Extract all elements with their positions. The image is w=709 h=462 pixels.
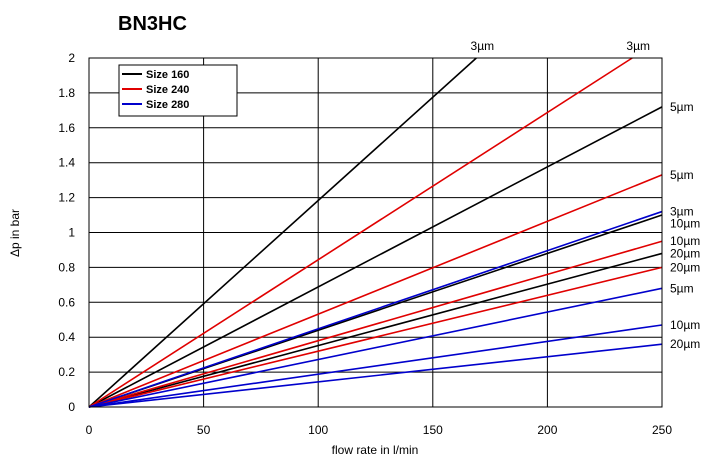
series-line bbox=[88, 174, 663, 408]
series-line bbox=[88, 106, 663, 408]
series-line bbox=[88, 343, 663, 408]
y-tick-label: 0.8 bbox=[58, 260, 75, 274]
y-axis-label: Δp in bar bbox=[8, 209, 22, 257]
x-axis-label: flow rate in l/min bbox=[332, 443, 419, 457]
series-end-label: 5µm bbox=[670, 168, 694, 182]
series-line bbox=[88, 57, 633, 408]
series-line bbox=[88, 57, 477, 408]
chart-title: BN3HC bbox=[118, 13, 187, 35]
series-end-label: 10µm bbox=[670, 217, 700, 231]
series-end-label: 3µm bbox=[471, 39, 495, 53]
x-tick-label: 0 bbox=[86, 423, 93, 437]
y-tick-label: 1.6 bbox=[58, 121, 75, 135]
legend-label: Size 240 bbox=[146, 84, 189, 96]
series-line bbox=[88, 252, 663, 408]
series-line bbox=[88, 324, 663, 408]
series-end-label: 5µm bbox=[670, 281, 694, 295]
y-tick-label: 0.4 bbox=[58, 330, 75, 344]
x-tick-label: 150 bbox=[423, 423, 443, 437]
legend-label: Size 160 bbox=[146, 69, 189, 81]
series-end-label: 10µm bbox=[670, 318, 700, 332]
series-line bbox=[88, 287, 663, 408]
x-tick-label: 200 bbox=[537, 423, 557, 437]
series-end-label: 20µm bbox=[670, 337, 700, 351]
plot-series bbox=[88, 57, 663, 408]
series-end-labels: 3µm 3µm5µm5µm3µm10µm10µm20µm20µm5µm10µm20… bbox=[471, 39, 701, 351]
y-tick-label: 1.2 bbox=[58, 191, 75, 205]
series-end-label: 10µm bbox=[670, 234, 700, 248]
y-tick-labels: 0 0.2 0.4 0.6 0.8 1 1.2 1.4 1.6 1.8 2 bbox=[58, 51, 75, 414]
series-end-label: 20µm bbox=[670, 246, 700, 260]
plot-frame bbox=[88, 57, 663, 408]
x-tick-label: 50 bbox=[197, 423, 211, 437]
y-tick-label: 0.6 bbox=[58, 295, 75, 309]
y-tick-label: 1.4 bbox=[58, 156, 75, 170]
series-line bbox=[88, 240, 663, 408]
y-tick-label: 2 bbox=[68, 51, 75, 65]
y-tick-label: 1 bbox=[68, 226, 75, 240]
x-tick-label: 250 bbox=[652, 423, 672, 437]
y-tick-label: 1.8 bbox=[58, 86, 75, 100]
x-tick-labels: 0 50 100 150 200 250 bbox=[86, 423, 673, 437]
y-tick-label: 0.2 bbox=[58, 365, 75, 379]
series-line bbox=[88, 266, 663, 408]
series-end-label: 3µm bbox=[670, 205, 694, 219]
series-end-label: 20µm bbox=[670, 260, 700, 274]
legend: Size 160 Size 240 Size 280 bbox=[118, 64, 238, 117]
series-line bbox=[88, 210, 663, 408]
legend-label: Size 280 bbox=[146, 99, 189, 111]
y-tick-label: 0 bbox=[68, 400, 75, 414]
series-end-label: 3µm bbox=[626, 39, 650, 53]
series-end-label: 5µm bbox=[670, 100, 694, 114]
x-tick-label: 100 bbox=[308, 423, 328, 437]
